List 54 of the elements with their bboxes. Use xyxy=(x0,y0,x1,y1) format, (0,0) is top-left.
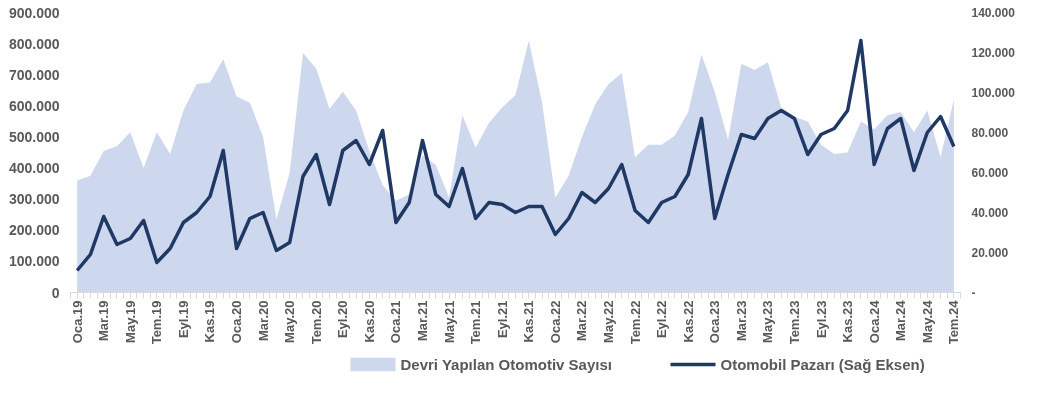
x-tick-label: Mar.20 xyxy=(255,300,271,341)
x-tick-label: Oca.22 xyxy=(547,300,563,344)
x-tick-label: Tem.19 xyxy=(149,300,165,345)
x-tick-label: May.20 xyxy=(282,300,298,343)
x-tick-label: Mar.21 xyxy=(415,300,431,341)
y2-tick-label: 140.000 xyxy=(971,6,1016,20)
y2-tick-label: 40.000 xyxy=(971,206,1009,220)
x-tick-label: Eyl.22 xyxy=(654,300,670,339)
y-tick-label: 900.000 xyxy=(8,4,60,21)
y-tick-label: 0 xyxy=(51,284,60,301)
x-tick-label: Tem.24 xyxy=(946,299,962,345)
y2-tick-label: 120.000 xyxy=(971,46,1016,60)
x-tick-label: Kas.22 xyxy=(680,300,696,343)
x-tick-label: Oca.19 xyxy=(69,300,85,344)
x-tick-label: Kas.23 xyxy=(840,300,856,343)
y2-tick-label: 100.000 xyxy=(971,86,1016,100)
x-tick-label: Eyl.19 xyxy=(175,300,191,339)
x-tick-label: Tem.21 xyxy=(468,300,484,345)
x-tick-label: Eyl.23 xyxy=(813,300,829,339)
y-tick-label: 500.000 xyxy=(8,128,60,145)
x-tick-label: May.24 xyxy=(919,299,935,343)
y2-tick-label: 60.000 xyxy=(971,166,1009,180)
x-tick-label: Kas.20 xyxy=(361,300,377,343)
x-tick-label: Mar.19 xyxy=(96,300,112,341)
x-tick-label: May.21 xyxy=(441,300,457,343)
x-tick-label: May.22 xyxy=(600,300,616,343)
x-tick-label: Eyl.20 xyxy=(335,300,351,339)
legend-label: Devri Yapılan Otomotiv Sayısı xyxy=(400,356,612,373)
y2-tick-label: 20.000 xyxy=(971,246,1009,260)
x-tick-label: Oca.23 xyxy=(707,300,723,344)
x-tick-label: Oca.24 xyxy=(866,299,882,344)
x-tick-label: Mar.22 xyxy=(574,300,590,341)
y-tick-label: 200.000 xyxy=(8,222,60,239)
x-tick-label: Mar.24 xyxy=(893,299,909,341)
y-tick-label: 400.000 xyxy=(8,160,60,177)
x-tick-label: Mar.23 xyxy=(733,300,749,341)
x-tick-label: Tem.20 xyxy=(308,300,324,345)
y-tick-label: 800.000 xyxy=(8,35,60,52)
y2-tick-label: 80.000 xyxy=(971,126,1009,140)
x-tick-label: Tem.23 xyxy=(786,300,802,345)
x-tick-label: Kas.19 xyxy=(202,300,218,343)
x-tick-label: Oca.21 xyxy=(388,300,404,344)
x-tick-label: Kas.21 xyxy=(521,300,537,343)
legend-label: Otomobil Pazarı (Sağ Eksen) xyxy=(720,356,925,373)
x-tick-label: Tem.22 xyxy=(627,300,643,345)
y2-tick-label: - xyxy=(971,286,976,300)
x-tick-label: Oca.20 xyxy=(229,300,245,344)
y-tick-label: 300.000 xyxy=(8,191,60,208)
y-tick-label: 100.000 xyxy=(8,253,60,270)
x-tick-label: May.19 xyxy=(122,300,138,343)
x-tick-label: May.23 xyxy=(760,300,776,343)
x-tick-label: Eyl.21 xyxy=(494,300,510,339)
y-tick-label: 700.000 xyxy=(8,66,60,83)
y-tick-label: 600.000 xyxy=(8,97,60,114)
